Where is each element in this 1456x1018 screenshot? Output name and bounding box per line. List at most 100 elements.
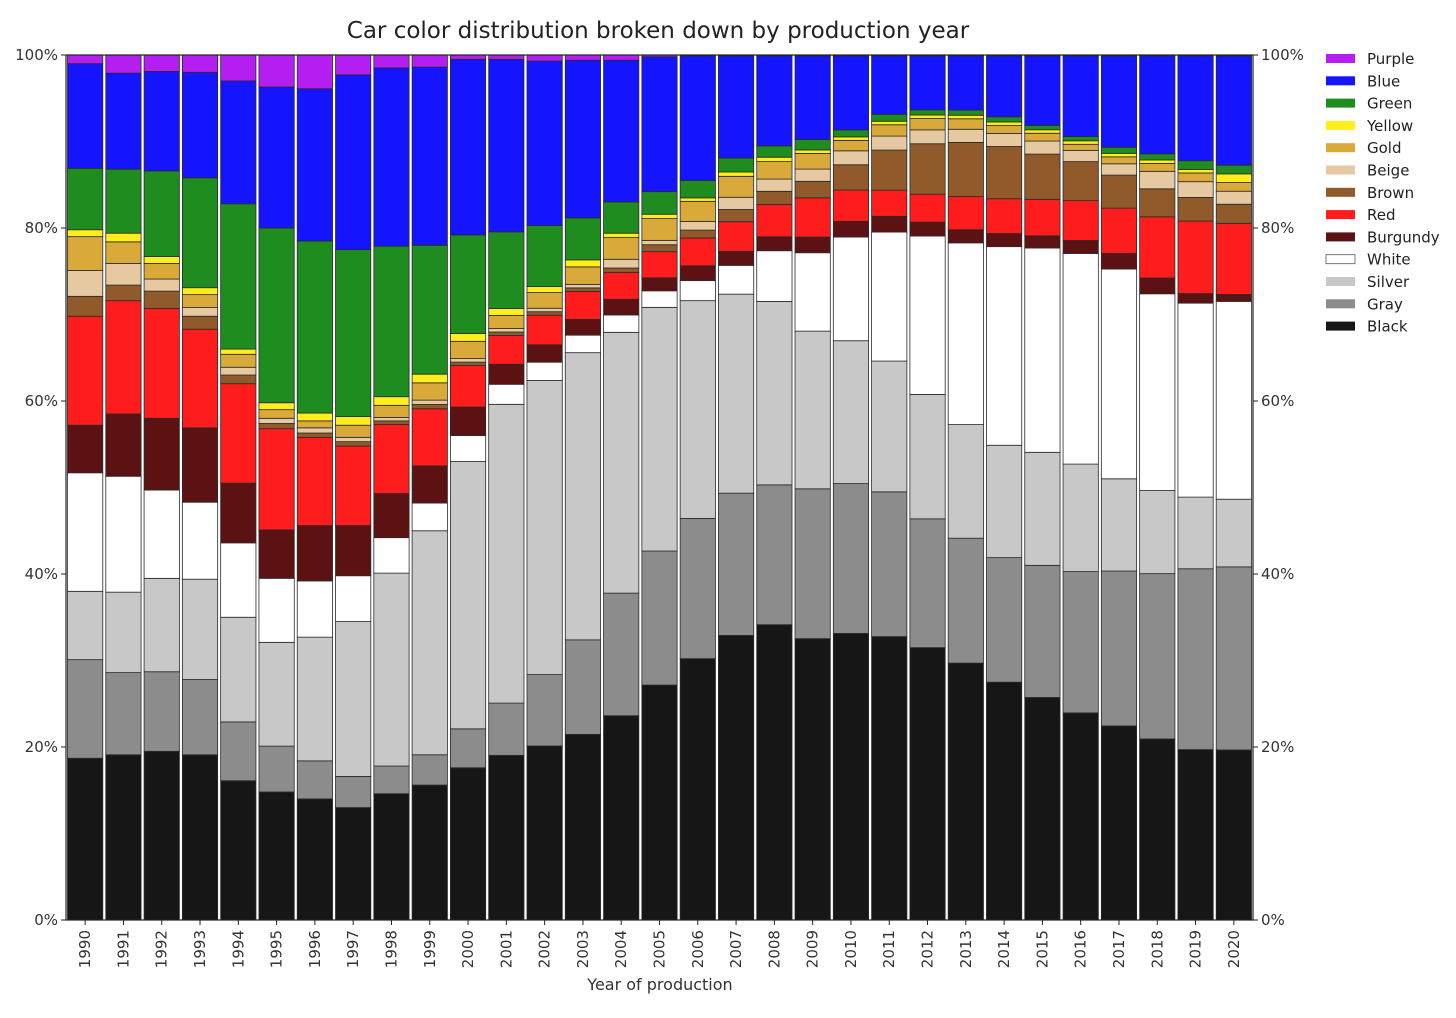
bar-burgundy-2005 xyxy=(641,277,678,292)
bar-gray-2006 xyxy=(679,518,716,660)
bar-gray-2004 xyxy=(603,592,640,717)
bar-red-1995 xyxy=(258,428,295,531)
bar-gold-1994 xyxy=(220,353,257,368)
bar-gray-2010 xyxy=(832,483,869,634)
bar-blue-2008 xyxy=(756,55,793,147)
bar-yellow-2014 xyxy=(986,121,1023,126)
x-axis: 1990 1991 1992 1993 1994 1995 1996 1997 1998 1999… xyxy=(76,920,1243,968)
y-tick-label-right: 60% xyxy=(1261,392,1294,410)
bar-brown-2000 xyxy=(449,361,487,366)
bar-beige-2006 xyxy=(679,220,716,231)
x-axis-label: Year of production xyxy=(586,975,732,994)
bar-brown-2020 xyxy=(1215,203,1252,224)
bar-blue-2003 xyxy=(564,59,601,219)
bar-red-1996 xyxy=(296,436,333,526)
bar-brown-2013 xyxy=(947,141,984,197)
legend-swatch-green xyxy=(1326,98,1355,108)
bar-black-2000 xyxy=(449,767,487,921)
bar-brown-2008 xyxy=(756,190,793,205)
bar-black-2019 xyxy=(1177,749,1214,921)
x-tick-label-2012: 2012 xyxy=(919,930,937,968)
bar-yellow-2007 xyxy=(718,171,755,177)
bar-red-2008 xyxy=(756,204,793,238)
bars-group xyxy=(67,54,1252,921)
bar-silver-1996 xyxy=(296,636,333,762)
bar-beige-2020 xyxy=(1215,190,1252,205)
bar-brown-1993 xyxy=(181,315,219,330)
bar-red-2015 xyxy=(1024,198,1061,237)
bar-beige-1990 xyxy=(67,269,104,297)
bar-blue-2011 xyxy=(871,55,908,115)
bar-green-2014 xyxy=(986,116,1023,123)
y-tick-label-left: 100% xyxy=(15,46,58,64)
bar-silver-1991 xyxy=(105,591,142,674)
bar-beige-1996 xyxy=(296,427,333,434)
bar-green-1992 xyxy=(143,170,180,257)
bar-gray-1999 xyxy=(411,754,448,786)
bar-blue-2006 xyxy=(679,55,716,181)
bar-yellow-1995 xyxy=(258,402,295,411)
bar-red-2009 xyxy=(794,197,831,238)
bar-beige-2017 xyxy=(1100,163,1138,176)
bar-burgundy-2010 xyxy=(832,220,869,238)
bar-gray-1998 xyxy=(373,765,410,795)
bar-beige-1997 xyxy=(335,436,372,443)
bar-gray-2019 xyxy=(1177,568,1214,751)
bar-burgundy-2006 xyxy=(679,265,716,282)
bar-burgundy-1999 xyxy=(411,465,448,504)
bar-purple-1993 xyxy=(181,54,219,73)
bar-green-1994 xyxy=(220,203,257,350)
bar-gray-2018 xyxy=(1139,573,1176,740)
x-tick-label-2016: 2016 xyxy=(1072,930,1090,968)
bar-gold-1992 xyxy=(143,263,180,280)
legend-label-yellow: Yellow xyxy=(1366,117,1413,135)
y-tick-label-left: 20% xyxy=(25,738,58,756)
bar-purple-2000 xyxy=(449,54,487,60)
y-tick-label-left: 0% xyxy=(34,911,58,929)
bar-yellow-1990 xyxy=(67,229,104,238)
bar-yellow-2019 xyxy=(1177,169,1214,174)
bar-green-1990 xyxy=(67,167,104,231)
bar-white-1998 xyxy=(373,537,410,574)
legend-label-white: White xyxy=(1367,251,1411,269)
bar-white-2001 xyxy=(488,383,525,405)
bar-blue-1997 xyxy=(335,74,372,251)
bar-green-2004 xyxy=(603,201,640,234)
bar-yellow-1996 xyxy=(296,412,333,422)
legend-swatch-red xyxy=(1326,210,1355,220)
bar-burgundy-1994 xyxy=(220,482,257,544)
bar-green-2000 xyxy=(449,234,487,334)
bar-burgundy-2007 xyxy=(718,250,755,266)
bar-blue-2018 xyxy=(1139,55,1176,155)
bar-red-2020 xyxy=(1215,222,1252,295)
bar-red-2007 xyxy=(718,221,755,252)
bar-red-2006 xyxy=(679,237,716,267)
x-tick-label-2005: 2005 xyxy=(651,930,669,968)
bar-gray-2008 xyxy=(756,484,793,626)
bar-burgundy-2015 xyxy=(1024,235,1061,249)
bar-purple-1990 xyxy=(67,54,104,65)
bar-yellow-2018 xyxy=(1139,159,1176,164)
bar-white-2018 xyxy=(1139,293,1176,491)
bar-beige-1998 xyxy=(373,417,410,422)
bar-gray-2007 xyxy=(718,492,755,636)
x-tick-label-2013: 2013 xyxy=(957,930,975,968)
bar-black-2008 xyxy=(756,624,793,921)
bar-red-1993 xyxy=(181,328,219,429)
bar-green-1997 xyxy=(335,249,372,417)
bar-red-1999 xyxy=(411,408,448,467)
bar-beige-1999 xyxy=(411,399,448,405)
bar-yellow-1994 xyxy=(220,348,257,355)
bar-burgundy-2019 xyxy=(1177,293,1214,304)
bar-purple-1991 xyxy=(105,54,142,74)
bar-green-2002 xyxy=(526,225,563,287)
bar-green-2015 xyxy=(1024,125,1061,131)
bar-beige-2018 xyxy=(1139,170,1176,190)
bar-beige-2000 xyxy=(449,358,487,363)
bar-purple-2003 xyxy=(564,54,601,61)
bar-gray-1996 xyxy=(296,760,333,800)
bar-burgundy-1990 xyxy=(67,424,104,474)
bar-burgundy-2004 xyxy=(603,298,640,316)
bar-silver-2002 xyxy=(526,380,563,675)
bar-silver-2011 xyxy=(871,360,908,493)
